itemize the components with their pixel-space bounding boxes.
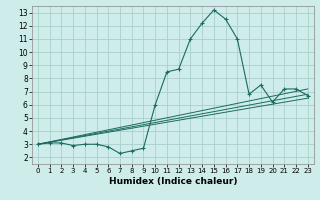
X-axis label: Humidex (Indice chaleur): Humidex (Indice chaleur) (108, 177, 237, 186)
